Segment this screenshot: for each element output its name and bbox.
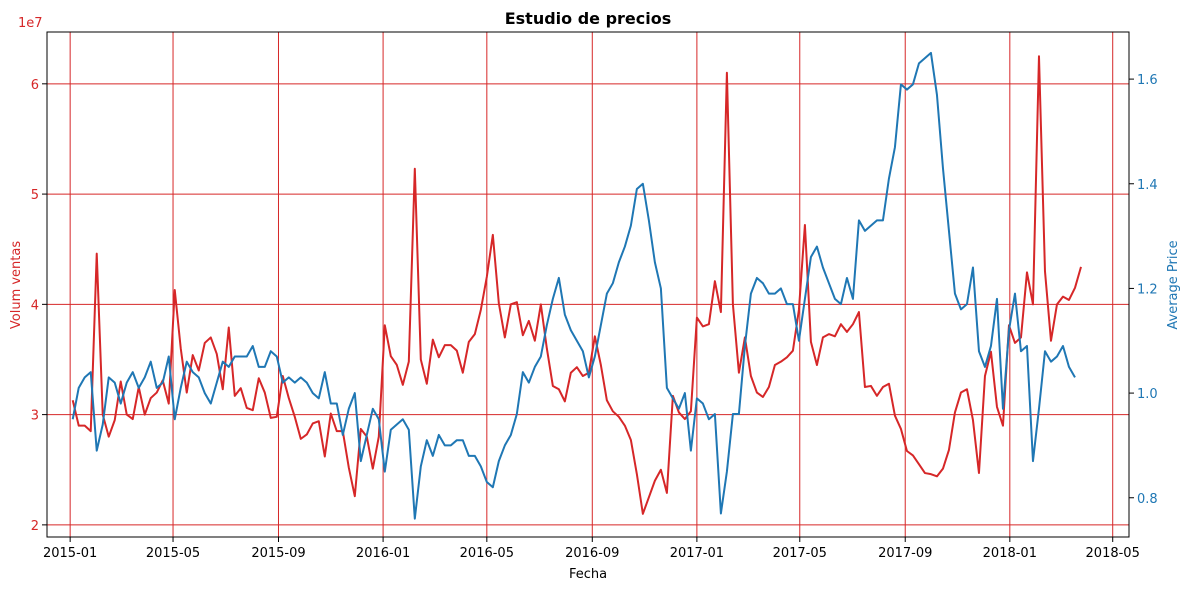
grid-lines (47, 32, 1129, 537)
series-line-average-price (71, 51, 1076, 520)
right-y-axis-ticks: 0.8 1.0 1.2 1.4 1.6 (1129, 73, 1158, 507)
series-line-volume (71, 55, 1082, 515)
left-y-tick-label: 4 (31, 298, 39, 313)
left-y-tick-label: 5 (31, 188, 39, 203)
x-tick-label: 2018-01 (983, 546, 1037, 561)
x-tick-label: 2017-05 (773, 546, 827, 561)
x-tick-label: 2017-01 (670, 546, 724, 561)
right-y-tick-label: 1.2 (1137, 282, 1158, 297)
left-axis-offset-label: 1e7 (18, 16, 43, 31)
plot-area-frame (46, 31, 1130, 538)
right-y-tick-label: 1.0 (1137, 387, 1158, 402)
x-tick-label: 2015-09 (251, 546, 305, 561)
x-tick-label: 2018-05 (1086, 546, 1140, 561)
left-y-tick-label: 6 (31, 78, 39, 93)
x-axis-label: Fecha (569, 567, 607, 582)
right-y-tick-label: 1.6 (1137, 73, 1158, 88)
left-y-tick-label: 3 (31, 409, 39, 424)
chart-title: Estudio de precios (505, 9, 672, 28)
x-tick-label: 2016-01 (356, 546, 410, 561)
x-axis-ticks: 2015-01 2015-05 2015-09 2016-01 2016-05 2016-… (43, 537, 1140, 561)
right-y-tick-label: 1.4 (1137, 178, 1158, 193)
x-tick-label: 2015-05 (146, 546, 200, 561)
x-tick-label: 2017-09 (878, 546, 932, 561)
x-tick-label: 2016-05 (460, 546, 514, 561)
series-lines (71, 51, 1082, 520)
right-y-tick-label: 0.8 (1137, 492, 1158, 507)
left-y-tick-label: 2 (31, 519, 39, 534)
x-tick-label: 2016-09 (565, 546, 619, 561)
left-y-axis-label: Volum ventas (9, 241, 24, 329)
x-tick-label: 2015-01 (43, 546, 97, 561)
right-y-axis-label: Average Price (1166, 240, 1181, 329)
left-y-axis-ticks: 2 3 4 5 6 (31, 78, 47, 534)
